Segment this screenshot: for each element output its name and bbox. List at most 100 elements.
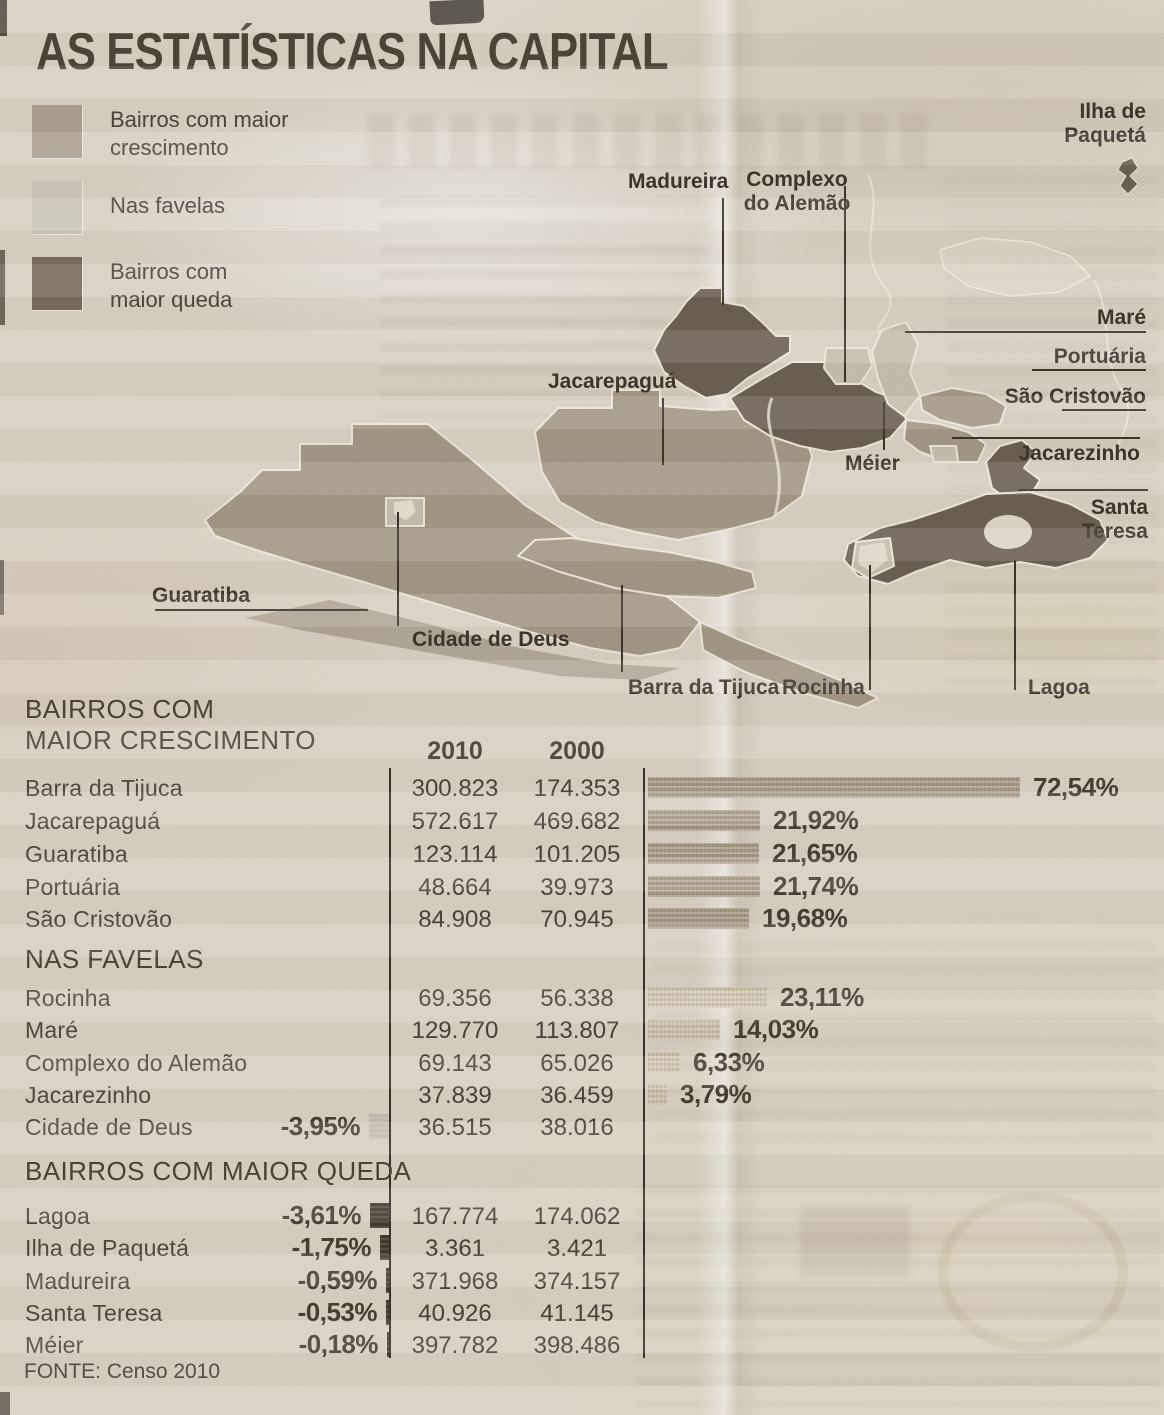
growth-bar xyxy=(648,843,759,864)
section-header-favelas: NAS FAVELAS xyxy=(25,944,204,974)
pct-label: -3,61% xyxy=(281,1200,362,1230)
growth-bar xyxy=(648,777,1020,798)
map-coastline-bay xyxy=(867,173,892,335)
row-value-2010: 40.926 xyxy=(418,1300,492,1327)
pct-label: -0,18% xyxy=(298,1329,379,1359)
decline-bar xyxy=(386,1268,389,1293)
rio-map xyxy=(155,157,1148,709)
favela-bar xyxy=(648,1052,680,1073)
row-value-2000: 41.145 xyxy=(540,1300,614,1327)
pct-label: 14,03% xyxy=(733,1014,819,1044)
map-label-madureira: Madureira xyxy=(628,170,729,193)
row-name: Portuária xyxy=(25,874,121,900)
row-name: Lagoa xyxy=(25,1203,90,1229)
legend-label-favelas: Nas favelas xyxy=(110,193,225,218)
table-row: Complexo do Alemão 69.143 65.026 6,33% xyxy=(0,1046,1164,1079)
pct-label: -0,53% xyxy=(297,1297,378,1327)
row-value-2000: 101.205 xyxy=(533,841,621,868)
legend-label-growth: Bairros com maior crescimento xyxy=(110,107,289,160)
row-value-2010: 123.114 xyxy=(412,841,498,868)
table-row: São Cristovão 84.908 70.945 19,68% xyxy=(0,902,1164,935)
row-value-2010: 167.774 xyxy=(411,1203,499,1230)
pct-label: 21,65% xyxy=(772,838,858,868)
map-label-santa-teresa: Santa Teresa xyxy=(1081,496,1148,543)
row-value-2010: 397.782 xyxy=(411,1332,499,1359)
row-value-2000: 39.973 xyxy=(540,874,614,901)
growth-bar xyxy=(648,908,749,929)
map-label-ilha-de-paqueta: Ilha de Paquetá xyxy=(1064,100,1146,147)
table-row: Jacarezinho 37.839 36.459 3,79% xyxy=(0,1078,1164,1111)
map-region-ilha-paqueta xyxy=(1117,157,1139,195)
table-row: Santa Teresa -0,53% 40.926 41.145 xyxy=(0,1296,1164,1329)
map-label-guaratiba: Guaratiba xyxy=(152,584,251,607)
pct-label: 23,11% xyxy=(780,982,864,1012)
decline-bar xyxy=(380,1235,389,1260)
row-value-2010: 37.839 xyxy=(418,1082,492,1109)
bleedthrough-ring xyxy=(938,1192,1128,1352)
favela-bar xyxy=(648,987,767,1008)
map-label-sao-cristovao: São Cristovão xyxy=(1004,385,1146,408)
row-value-2000: 174.062 xyxy=(533,1203,621,1230)
row-name: Barra da Tijuca xyxy=(25,775,183,801)
row-value-2000: 38.016 xyxy=(540,1114,614,1141)
table-row: Lagoa -3,61% 167.774 174.062 xyxy=(0,1199,1164,1232)
table-row: Jacarepaguá 572.617 469.682 21,92% xyxy=(0,804,1164,837)
section-header-queda: BAIRROS COM MAIOR QUEDA xyxy=(25,1156,412,1186)
pct-label: 21,74% xyxy=(773,871,859,901)
table-row: Portuária 48.664 39.973 21,74% xyxy=(0,870,1164,903)
growth-bar xyxy=(648,876,760,897)
row-value-2000: 56.338 xyxy=(540,985,614,1012)
row-value-2000: 3.421 xyxy=(546,1235,608,1262)
row-name: Rocinha xyxy=(25,985,111,1011)
scan-mark-left1 xyxy=(0,0,7,36)
pct-label: -1,75% xyxy=(291,1232,372,1262)
map-label-meier: Méier xyxy=(845,452,900,475)
row-name: São Cristovão xyxy=(25,906,173,932)
row-value-2010: 300.823 xyxy=(411,775,499,802)
row-name: Cidade de Deus xyxy=(25,1114,193,1140)
row-value-2010: 371.968 xyxy=(411,1268,499,1295)
map-cdd-blob xyxy=(394,500,416,520)
section-header-crescimento: BAIRROS COM MAIOR CRESCIMENTO xyxy=(25,694,316,755)
map-label-lagoa: Lagoa xyxy=(1028,676,1090,699)
row-name: Madureira xyxy=(25,1268,131,1294)
table-row: Madureira -0,59% 371.968 374.157 xyxy=(0,1264,1164,1297)
row-value-2000: 398.486 xyxy=(533,1332,621,1359)
table-row: Barra da Tijuca 300.823 174.353 72,54% xyxy=(0,771,1164,804)
table-row: Guaratiba 123.114 101.205 21,65% xyxy=(0,837,1164,870)
map-label-jacarepagua: Jacarepaguá xyxy=(548,370,677,393)
favela-bar xyxy=(648,1019,720,1040)
map-label-jacarezinho: Jacarezinho xyxy=(1018,442,1140,465)
row-name: Jacarepaguá xyxy=(25,808,161,834)
row-value-2000: 65.026 xyxy=(540,1050,614,1077)
map-label-complexo-alemao: Complexo do Alemão xyxy=(743,168,851,215)
column-header-2010: 2010 xyxy=(427,737,483,765)
table-row: Méier -0,18% 397.782 398.486 xyxy=(0,1328,1164,1361)
map-label-cidade-de-deus: Cidade de Deus xyxy=(412,628,570,651)
pct-label: 72,54% xyxy=(1033,772,1119,802)
map-coastline-east xyxy=(1093,279,1130,463)
map-label-rocinha: Rocinha xyxy=(782,676,865,699)
row-value-2010: 36.515 xyxy=(418,1114,492,1141)
legend-swatch-queda xyxy=(32,257,82,310)
pct-label: 19,68% xyxy=(762,903,848,933)
row-value-2000: 36.459 xyxy=(540,1082,614,1109)
map-region-complexo-alemao xyxy=(823,347,873,385)
decline-bar xyxy=(369,1114,389,1139)
pct-label: 3,79% xyxy=(680,1079,752,1109)
map-ilha-governador-outline xyxy=(939,237,1091,297)
row-value-2010: 48.664 xyxy=(418,874,492,901)
row-value-2000: 70.945 xyxy=(540,906,614,933)
table-row: Cidade de Deus -3,95% 36.515 38.016 xyxy=(0,1110,1164,1143)
legend-swatch-growth xyxy=(32,105,82,158)
row-name: Jacarezinho xyxy=(25,1082,152,1108)
row-name: Ilha de Paquetá xyxy=(25,1235,190,1261)
growth-bar xyxy=(648,810,760,831)
row-name: Guaratiba xyxy=(25,841,128,867)
table-row: Maré 129.770 113.807 14,03% xyxy=(0,1013,1164,1046)
row-name: Méier xyxy=(25,1332,84,1358)
map-pointer-lines xyxy=(155,186,1148,690)
pct-label: 6,33% xyxy=(693,1047,765,1077)
map-region-guaratiba xyxy=(204,423,701,657)
table-row: Ilha de Paquetá -1,75% 3.361 3.421 xyxy=(0,1231,1164,1264)
